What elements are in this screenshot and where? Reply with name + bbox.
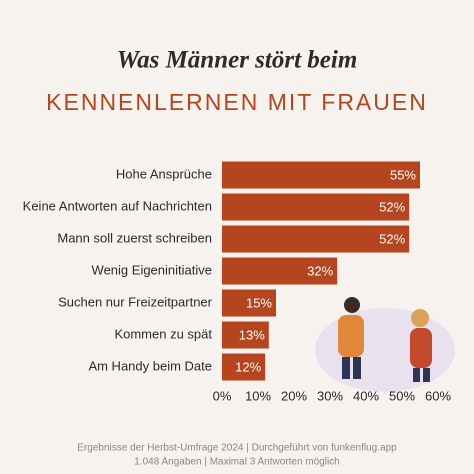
bar [222,289,276,317]
value-label: 32% [307,263,333,278]
value-label: 52% [379,231,405,246]
bar [222,161,420,189]
torso [410,328,432,368]
bar [222,193,410,221]
y-tick-label: Keine Antworten auf Nachrichten [23,198,212,213]
x-tick-label: 30% [317,388,343,403]
head [344,297,360,313]
value-label: 12% [235,359,261,374]
footer-note: 1.048 Angaben | Maximal 3 Antworten mögl… [134,457,340,468]
y-tick-label: Wenig Eigeninitiative [92,262,212,277]
leg [423,368,430,382]
head [411,309,429,327]
bar [222,225,410,253]
illustration [315,297,455,392]
leg [353,357,361,379]
leg [413,368,420,382]
bar [222,321,269,349]
leg [342,357,350,379]
value-label: 13% [239,327,265,342]
value-label: 15% [246,295,272,310]
y-tick-label: Kommen zu spät [114,326,212,341]
y-tick-label: Am Handy beim Date [88,358,212,373]
x-tick-label: 50% [389,388,415,403]
value-label: 55% [390,167,416,182]
x-tick-label: 40% [353,388,379,403]
y-tick-label: Mann soll zuerst schreiben [57,230,212,245]
footer-note: Ergebnisse der Herbst-Umfrage 2024 | Dur… [77,443,397,454]
y-tick-label: Hohe Ansprüche [116,166,212,181]
x-tick-label: 10% [245,388,271,403]
chart-title: Was Männer stört beim [117,47,358,74]
torso [338,315,364,357]
x-tick-label: 20% [281,388,307,403]
bar [222,353,266,381]
bar [222,257,338,285]
value-label: 52% [379,199,405,214]
y-tick-label: Suchen nur Freizeitpartner [58,294,213,309]
backdrop [315,308,455,392]
x-tick-label: 0% [213,388,232,403]
chart-subtitle: KENNENLERNEN MIT FRAUEN [46,89,428,115]
x-tick-label: 60% [425,388,451,403]
